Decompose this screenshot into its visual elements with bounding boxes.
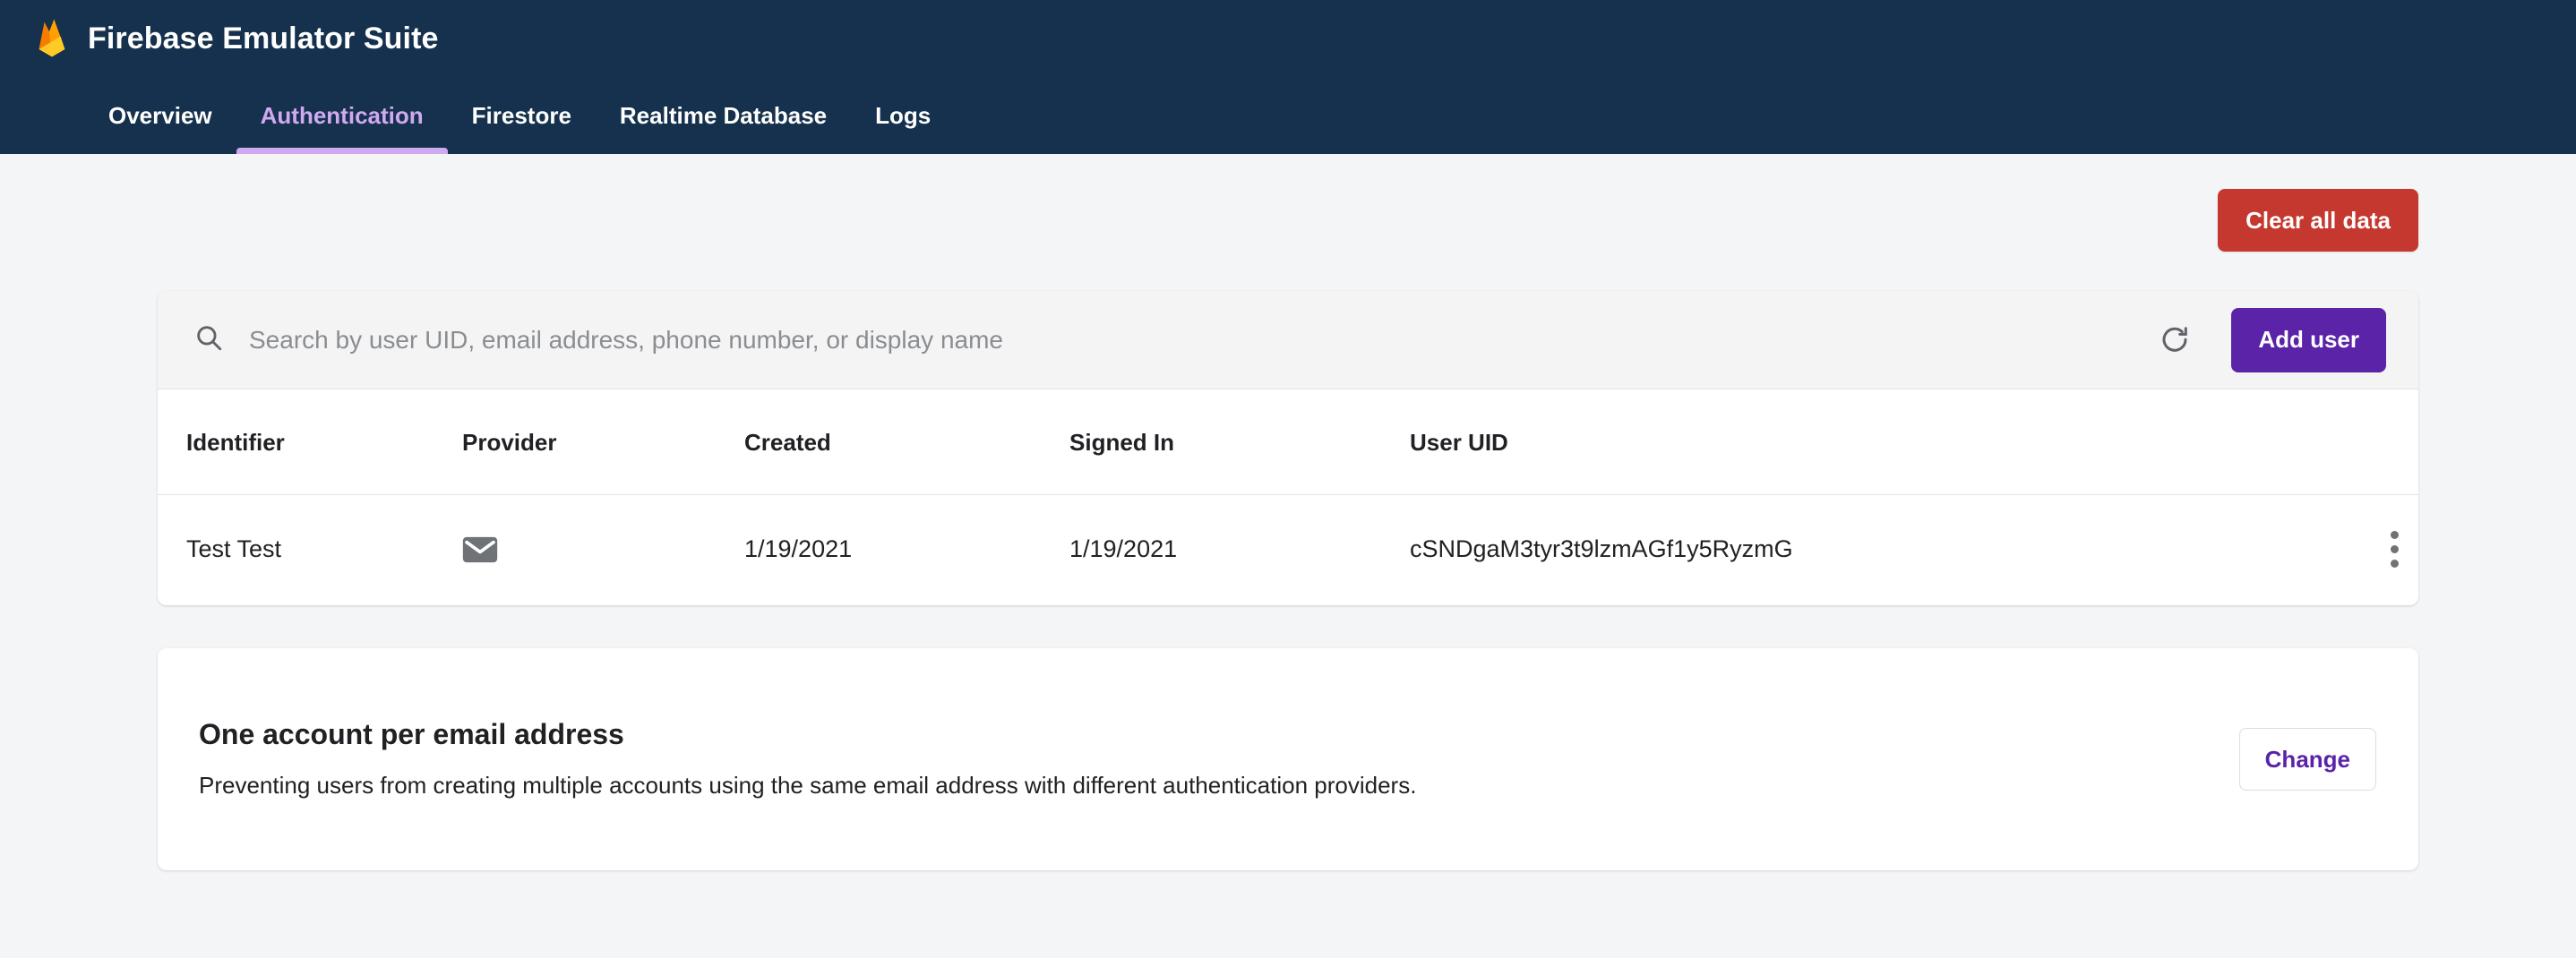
table-row[interactable]: Test Test 1/19/2021 1/19/2021 cSNDgaM3ty… [158,495,2418,606]
tab-firestore[interactable]: Firestore [471,101,571,129]
refresh-button[interactable] [2151,316,2199,364]
cell-created: 1/19/2021 [744,535,853,562]
table-body: Test Test 1/19/2021 1/19/2021 cSNDgaM3ty… [158,495,2418,606]
tab-authentication[interactable]: Authentication [236,77,448,154]
email-icon [462,535,744,564]
tab-realtime-database[interactable]: Realtime Database [619,101,828,129]
search-bar: Add user [158,291,2418,389]
page-title: Firebase Emulator Suite [88,21,439,56]
table-header: Identifier Provider Created Signed In Us… [158,389,2418,495]
cell-identifier: Test Test [186,535,282,562]
cell-actions [2293,495,2418,606]
toolbar: Clear all data [158,154,2418,252]
firebase-flame-icon [34,17,70,60]
nav-tabs: Overview Authentication Firestore Realti… [30,77,2576,154]
tab-overview[interactable]: Overview [108,101,212,129]
change-button[interactable]: Change [2238,728,2376,791]
cell-signed-in: 1/19/2021 [1069,535,1178,562]
column-header-signed-in: Signed In [1069,389,1410,495]
search-input[interactable] [249,325,2151,355]
kebab-dot [2391,531,2399,539]
tab-logs[interactable]: Logs [875,101,932,129]
users-panel: Add user Identifier Provider Created Sig… [158,291,2418,605]
cell-provider [462,495,744,606]
settings-panel: One account per email address Preventing… [158,648,2418,870]
column-header-identifier: Identifier [158,389,462,495]
column-header-actions [2293,389,2418,495]
search-icon [193,322,224,357]
more-vert-icon[interactable] [2391,531,2399,568]
users-table: Identifier Provider Created Signed In Us… [158,389,2418,605]
top-navigation-bar: Firebase Emulator Suite Overview Authent… [0,0,2576,154]
clear-all-data-button[interactable]: Clear all data [2218,189,2418,252]
settings-description: Preventing users from creating multiple … [199,772,1417,800]
column-header-user-uid: User UID [1410,389,2293,495]
table-header-row: Identifier Provider Created Signed In Us… [158,389,2418,495]
settings-title: One account per email address [199,717,624,750]
refresh-icon [2159,324,2191,356]
settings-text-block: One account per email address Preventing… [199,717,1416,801]
main-content: Clear all data Add user [0,154,2576,870]
kebab-dot [2391,560,2399,568]
column-header-created: Created [744,389,1069,495]
kebab-dot [2391,545,2399,553]
brand-row: Firebase Emulator Suite [30,0,2576,77]
add-user-button[interactable]: Add user [2231,307,2386,372]
column-header-provider: Provider [462,389,744,495]
cell-user-uid: cSNDgaM3tyr3t9lzmAGf1y5RyzmG [1410,535,1793,562]
